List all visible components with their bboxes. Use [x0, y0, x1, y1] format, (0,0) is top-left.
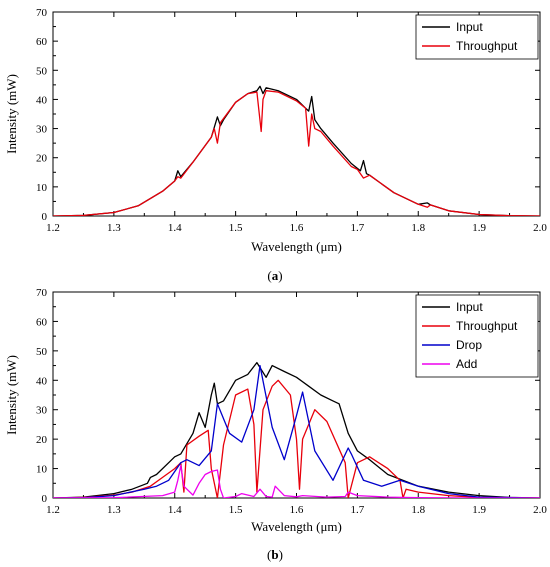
- y-tick-label: 60: [36, 36, 48, 48]
- y-tick-label: 70: [36, 287, 48, 299]
- x-tick-label: 1.6: [290, 222, 304, 234]
- y-axis-title: Intensity (mW): [4, 74, 19, 154]
- legend: Input Throughput Drop Add: [415, 294, 539, 378]
- legend-label-input: Input: [456, 300, 483, 314]
- x-tick-label: 1.7: [351, 222, 365, 234]
- x-tick-label: 2.0: [533, 504, 547, 516]
- x-tick-label: 1.6: [290, 504, 304, 516]
- x-tick-label: 1.8: [411, 222, 425, 234]
- y-tick-label: 50: [36, 346, 48, 358]
- y-tick-label: 40: [36, 94, 48, 106]
- y-tick-label: 50: [36, 65, 48, 77]
- series-line-throughput: [53, 90, 540, 216]
- panel-caption: (b): [267, 547, 283, 562]
- x-tick-label: 1.7: [351, 504, 365, 516]
- x-axis-title: Wavelength (μm): [251, 519, 342, 534]
- x-axis-title: Wavelength (μm): [251, 239, 342, 254]
- y-tick-label: 10: [36, 182, 48, 194]
- x-tick-label: 1.3: [107, 222, 121, 234]
- series-line-input: [53, 85, 540, 216]
- series-line-input: [53, 361, 540, 498]
- legend-label-throughput: Throughput: [456, 319, 518, 333]
- panel-b: 1.2 1.3 1.4 1.5 1.6 1.7 1.8 1.9 2.0 0 10 20 30 40 50 60…: [4, 287, 547, 562]
- series-line-add: [53, 464, 540, 498]
- x-tick-label: 1.9: [472, 222, 486, 234]
- x-tick-label: 1.4: [168, 222, 182, 234]
- y-tick-label: 0: [42, 493, 48, 505]
- legend-label-throughput: Throughput: [456, 39, 518, 53]
- x-tick-label: 1.2: [46, 222, 60, 234]
- legend: Input Throughput: [415, 14, 539, 60]
- x-tick-label: 1.5: [229, 504, 243, 516]
- y-tick-label: 30: [36, 405, 48, 417]
- y-tick-label: 70: [36, 7, 48, 19]
- series-line-drop: [53, 364, 540, 498]
- x-tick-label: 1.8: [411, 504, 425, 516]
- series-line-throughput: [53, 379, 540, 498]
- series-group: [53, 361, 540, 498]
- legend-box: [415, 14, 539, 60]
- series-group: [53, 85, 540, 216]
- y-axis-title: Intensity (mW): [4, 355, 19, 435]
- y-tick-label: 20: [36, 153, 48, 165]
- y-tick-label: 30: [36, 124, 48, 136]
- x-tick-label: 2.0: [533, 222, 547, 234]
- y-tick-label: 20: [36, 434, 48, 446]
- legend-label-input: Input: [456, 20, 483, 34]
- x-tick-label: 1.5: [229, 222, 243, 234]
- legend-label-add: Add: [456, 357, 477, 371]
- y-tick-label: 0: [42, 211, 48, 223]
- x-tick-label: 1.9: [472, 504, 486, 516]
- x-tick-label: 1.4: [168, 504, 182, 516]
- x-tick-label: 1.2: [46, 504, 60, 516]
- x-tick-label: 1.3: [107, 504, 121, 516]
- panel-caption: (a): [267, 268, 282, 283]
- legend-label-drop: Drop: [456, 338, 482, 352]
- y-tick-label: 40: [36, 375, 48, 387]
- panel-a: 1.2 1.3 1.4 1.5 1.6 1.7 1.8 1.9 2.0 0 10 20 30 40 50 60…: [4, 7, 547, 283]
- y-tick-label: 10: [36, 464, 48, 476]
- y-tick-label: 60: [36, 316, 48, 328]
